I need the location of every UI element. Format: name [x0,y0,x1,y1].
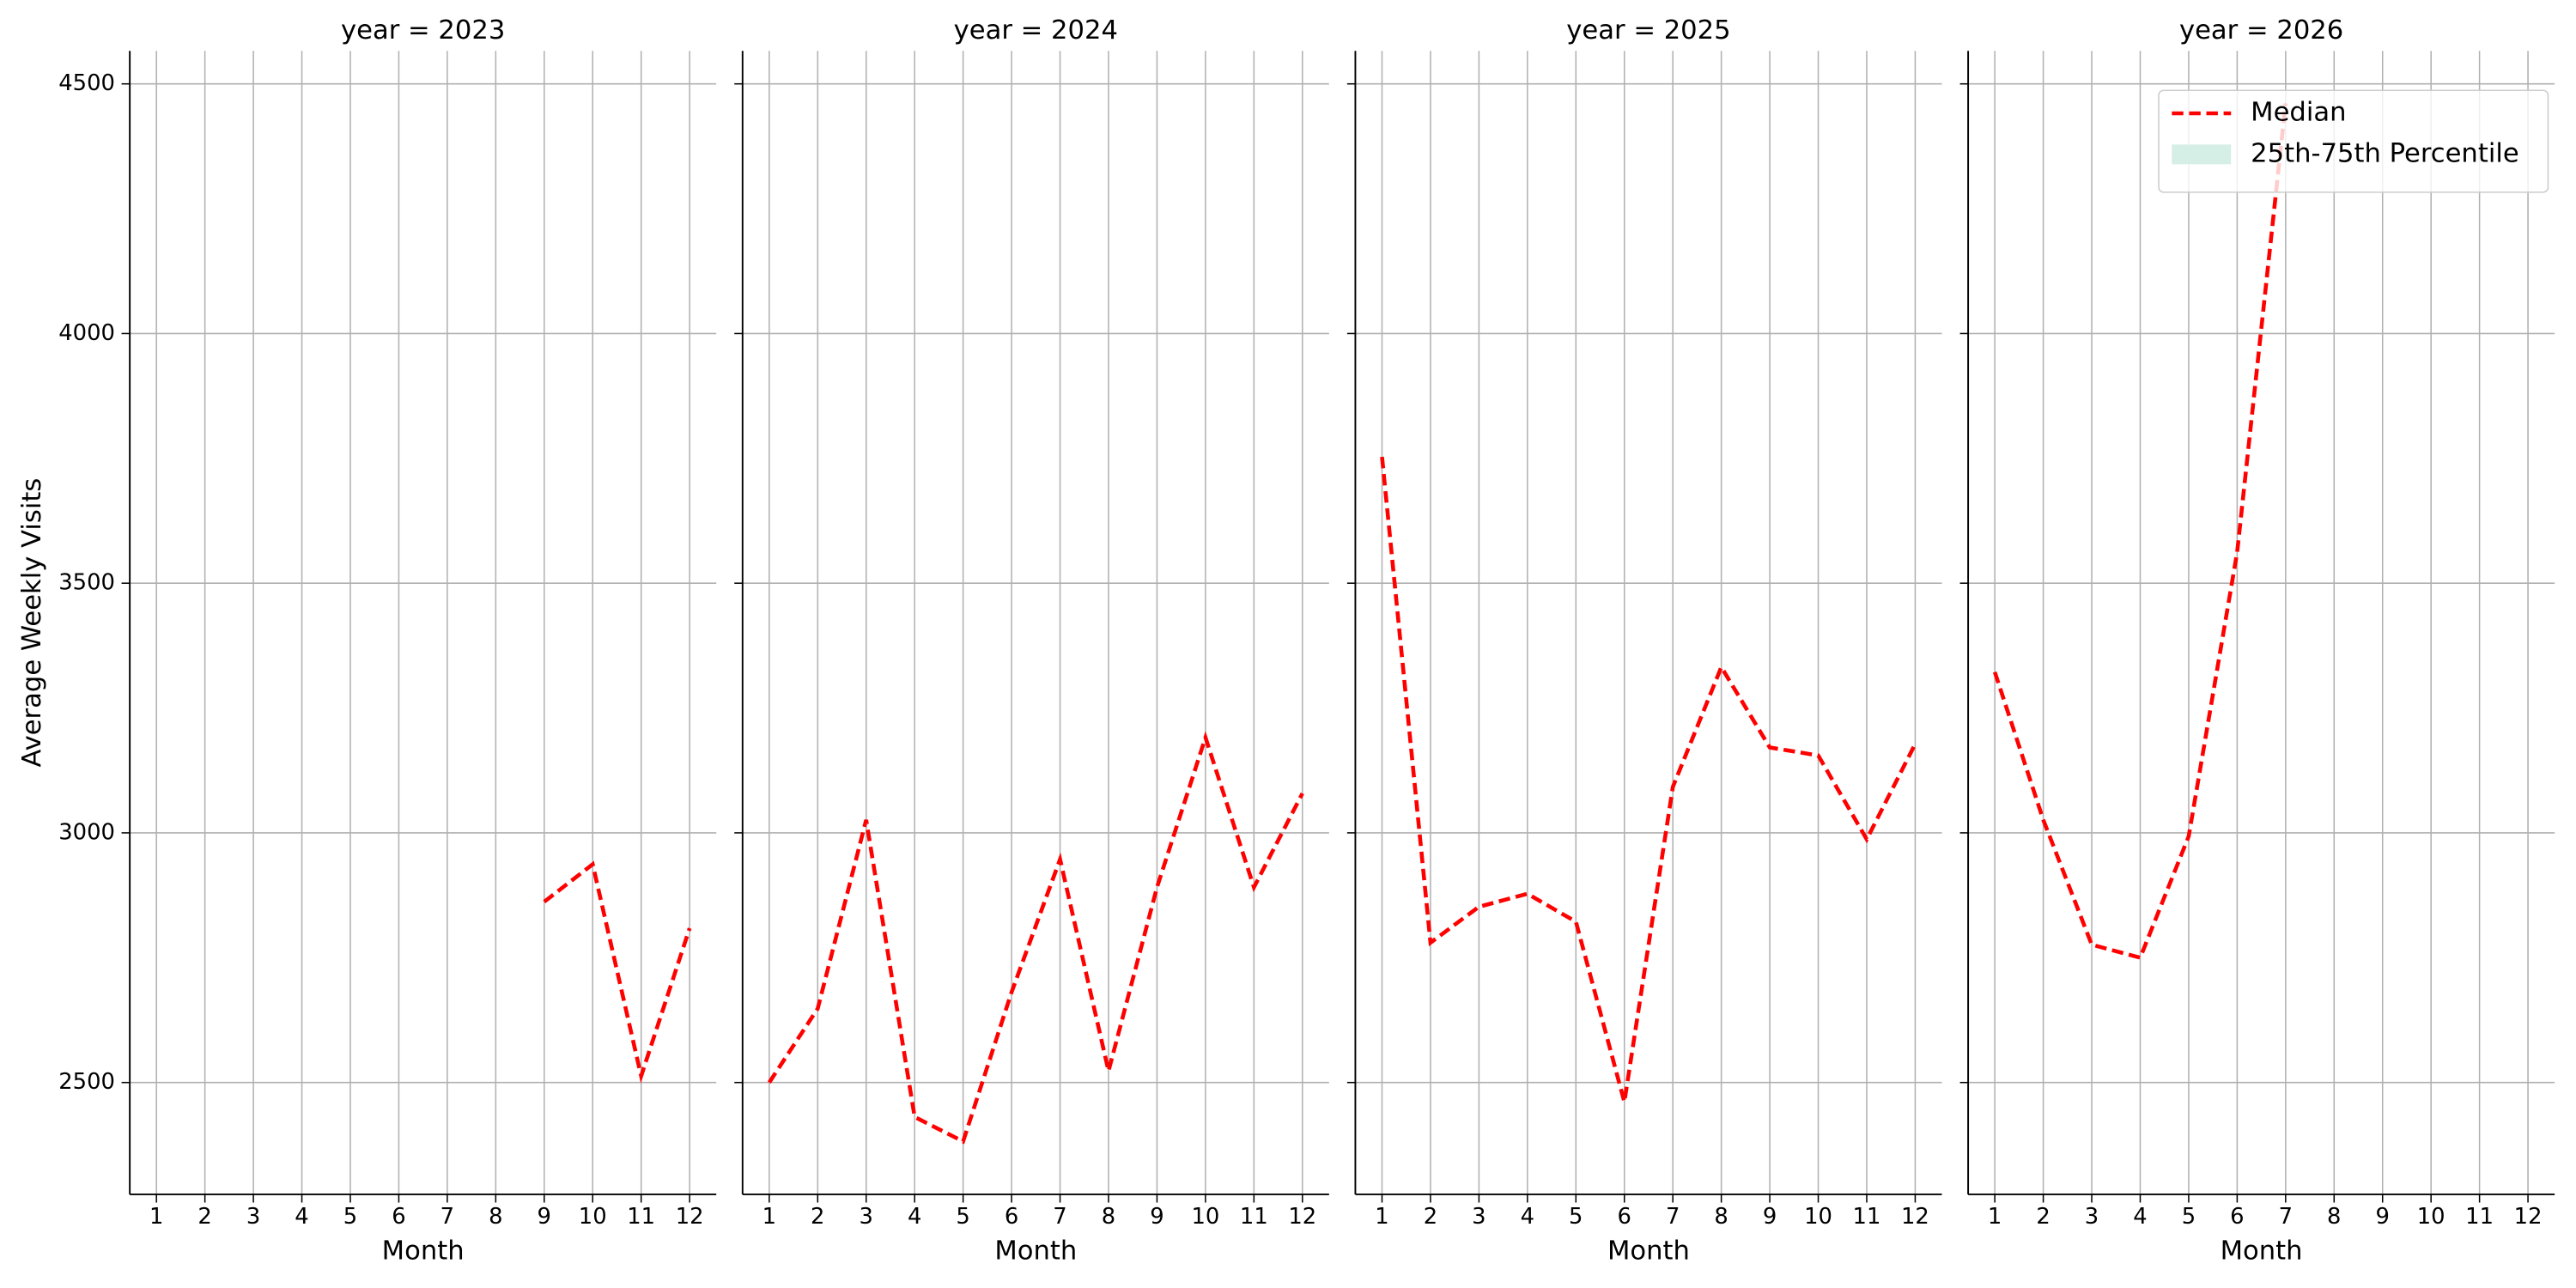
x-tick-label: 1 [1988,1204,2002,1230]
x-tick-label: 7 [1666,1204,1680,1230]
x-tick-label: 9 [538,1204,551,1230]
x-tick-label: 3 [860,1204,873,1230]
x-tick-label: 1 [149,1204,163,1230]
x-axis-label: Month [994,1236,1077,1266]
x-tick-label: 8 [489,1204,502,1230]
y-tick-label: 3500 [58,570,115,596]
y-axis-label: Average Weekly Visits [17,478,47,768]
x-tick-label: 9 [1150,1204,1163,1230]
x-tick-label: 7 [440,1204,454,1230]
x-tick-label: 2 [2036,1204,2050,1230]
x-tick-label: 7 [2279,1204,2293,1230]
x-tick-label: 10 [579,1204,607,1230]
x-tick-label: 8 [2327,1204,2341,1230]
x-tick-label: 6 [392,1204,405,1230]
median-line [1992,103,2288,961]
x-tick-label: 9 [2376,1204,2390,1230]
x-tick-label: 6 [1618,1204,1631,1230]
x-tick-label: 10 [1804,1204,1832,1230]
median-line [1380,456,1917,1103]
x-tick-label: 3 [246,1204,260,1230]
legend-swatch [2172,144,2232,165]
legend-label: 25th-75th Percentile [2251,138,2519,168]
median-line [543,860,692,1084]
x-axis-label: Month [1607,1236,1690,1266]
x-tick-label: 4 [2133,1204,2147,1230]
x-tick-label: 1 [762,1204,776,1230]
x-tick-label: 11 [2465,1204,2494,1230]
x-tick-label: 5 [956,1204,969,1230]
x-tick-label: 11 [1240,1204,1268,1230]
x-tick-label: 12 [676,1204,704,1230]
x-tick-label: 3 [2085,1204,2099,1230]
x-tick-label: 4 [1521,1204,1534,1230]
y-tick-label: 2500 [58,1069,115,1095]
legend-box [2158,89,2549,193]
panel-title: year = 2026 [2179,15,2343,46]
x-tick-label: 8 [1102,1204,1115,1230]
y-tick-label: 3000 [58,819,115,845]
x-tick-label: 5 [2182,1204,2196,1230]
panel-title: year = 2025 [1566,15,1730,46]
x-tick-label: 6 [1005,1204,1018,1230]
x-tick-label: 2 [1424,1204,1437,1230]
x-tick-label: 2 [197,1204,211,1230]
panel-title: year = 2024 [954,15,1118,46]
x-tick-label: 11 [1853,1204,1881,1230]
legend: Median 25th-75th Percentile [2158,89,2549,193]
x-tick-label: 9 [1763,1204,1777,1230]
x-axis-label: Month [382,1236,465,1266]
x-tick-label: 6 [2230,1204,2244,1230]
legend-label: Median [2251,98,2346,128]
x-tick-label: 12 [1901,1204,1929,1230]
x-tick-label: 2 [811,1204,824,1230]
x-tick-label: 4 [908,1204,921,1230]
x-tick-label: 8 [1714,1204,1728,1230]
x-tick-label: 10 [1191,1204,1219,1230]
x-tick-label: 5 [343,1204,357,1230]
x-tick-label: 1 [1375,1204,1388,1230]
x-tick-label: 12 [1288,1204,1316,1230]
x-tick-label: 10 [2417,1204,2445,1230]
panel-title: year = 2023 [341,15,505,46]
x-tick-label: 4 [295,1204,308,1230]
x-tick-label: 3 [1472,1204,1485,1230]
median-line [767,731,1304,1145]
x-tick-label: 5 [1569,1204,1583,1230]
x-tick-label: 7 [1053,1204,1066,1230]
x-tick-label: 12 [2514,1204,2543,1230]
y-tick-label: 4000 [58,320,115,346]
y-tick-label: 4500 [58,70,115,96]
x-tick-label: 11 [627,1204,655,1230]
x-axis-label: Month [2221,1236,2303,1266]
